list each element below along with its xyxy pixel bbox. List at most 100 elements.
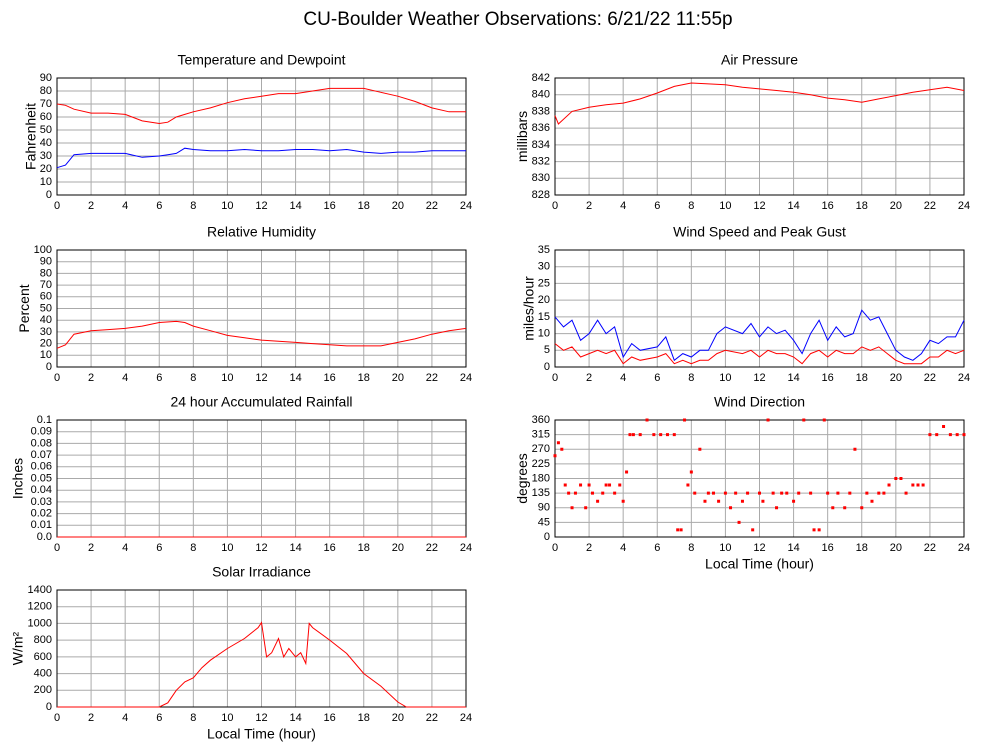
x-tick-label: 4 bbox=[122, 200, 128, 212]
x-tick-label: 14 bbox=[787, 542, 799, 554]
chart-title: Relative Humidity bbox=[207, 224, 316, 240]
data-point bbox=[638, 433, 642, 437]
data-point bbox=[775, 506, 779, 510]
data-point bbox=[608, 483, 612, 487]
data-point bbox=[935, 433, 939, 437]
chart-title: Wind Direction bbox=[714, 394, 805, 410]
x-tick-label: 22 bbox=[924, 542, 936, 554]
data-point bbox=[737, 520, 741, 524]
x-tick-label: 22 bbox=[426, 542, 438, 554]
x-tick-label: 10 bbox=[221, 542, 233, 554]
x-tick-label: 16 bbox=[822, 372, 834, 384]
x-tick-label: 0 bbox=[552, 200, 558, 212]
y-tick-label: 1200 bbox=[28, 601, 52, 613]
x-tick-label: 6 bbox=[654, 372, 660, 384]
x-tick-label: 2 bbox=[586, 200, 592, 212]
y-tick-label: 5 bbox=[544, 344, 550, 356]
x-tick-label: 18 bbox=[358, 372, 370, 384]
x-tick-label: 22 bbox=[426, 200, 438, 212]
data-point bbox=[652, 433, 656, 437]
x-tick-label: 0 bbox=[54, 372, 60, 384]
y-tick-label: 270 bbox=[532, 443, 550, 455]
y-tick-label: 60 bbox=[40, 291, 52, 303]
y-tick-label: 832 bbox=[532, 155, 550, 167]
x-tick-label: 14 bbox=[787, 200, 799, 212]
x-tick-label: 24 bbox=[958, 542, 970, 554]
y-tick-label: 30 bbox=[40, 150, 52, 162]
data-line bbox=[57, 621, 466, 708]
chart-title: Temperature and Dewpoint bbox=[177, 52, 345, 68]
x-tick-label: 24 bbox=[460, 542, 472, 554]
data-point bbox=[928, 433, 932, 437]
y-tick-label: 10 bbox=[538, 327, 550, 339]
x-tick-label: 2 bbox=[88, 372, 94, 384]
x-tick-label: 18 bbox=[358, 200, 370, 212]
data-point bbox=[560, 447, 564, 451]
data-point bbox=[780, 491, 784, 495]
data-point bbox=[948, 433, 952, 437]
y-tick-label: 315 bbox=[532, 429, 550, 441]
data-point bbox=[584, 506, 588, 510]
data-point bbox=[645, 418, 649, 422]
y-tick-label: 360 bbox=[532, 414, 550, 426]
y-tick-label: 0 bbox=[544, 531, 550, 543]
x-tick-label: 0 bbox=[552, 372, 558, 384]
y-tick-label: 10 bbox=[40, 349, 52, 361]
data-point bbox=[618, 483, 622, 487]
y-tick-label: 70 bbox=[40, 98, 52, 110]
y-tick-label: 838 bbox=[532, 105, 550, 117]
data-point bbox=[676, 528, 680, 532]
y-tick-label: 50 bbox=[40, 302, 52, 314]
plot-frame bbox=[554, 249, 965, 368]
data-point bbox=[625, 470, 629, 474]
data-point bbox=[613, 491, 617, 495]
data-point bbox=[665, 433, 669, 437]
plot-frame bbox=[554, 77, 965, 196]
x-tick-label: 12 bbox=[753, 372, 765, 384]
y-tick-label: 1000 bbox=[28, 617, 52, 629]
data-point bbox=[870, 499, 874, 503]
plot-frame bbox=[56, 249, 467, 368]
y-tick-label: 90 bbox=[538, 502, 550, 514]
x-tick-label: 22 bbox=[924, 372, 936, 384]
x-tick-label: 10 bbox=[221, 372, 233, 384]
x-tick-label: 20 bbox=[890, 200, 902, 212]
y-tick-label: 842 bbox=[532, 72, 550, 84]
x-tick-label: 16 bbox=[324, 712, 336, 724]
y-tick-label: 180 bbox=[532, 472, 550, 484]
y-tick-label: 0.0 bbox=[37, 531, 52, 543]
data-point bbox=[809, 491, 813, 495]
data-point bbox=[766, 418, 770, 422]
x-tick-label: 20 bbox=[392, 200, 404, 212]
x-tick-label: 4 bbox=[620, 200, 626, 212]
y-tick-label: 0.1 bbox=[37, 414, 52, 426]
chart-title: Air Pressure bbox=[721, 52, 798, 68]
x-tick-label: 18 bbox=[856, 542, 868, 554]
data-point bbox=[792, 499, 796, 503]
y-tick-label: 80 bbox=[40, 267, 52, 279]
data-point bbox=[717, 499, 721, 503]
data-line bbox=[56, 147, 466, 169]
y-tick-label: 90 bbox=[40, 256, 52, 268]
data-point bbox=[711, 491, 715, 495]
y-tick-label: 50 bbox=[40, 124, 52, 136]
data-point bbox=[843, 506, 847, 510]
x-tick-label: 6 bbox=[156, 542, 162, 554]
x-axis-label: Local Time (hour) bbox=[207, 726, 316, 742]
x-tick-label: 8 bbox=[190, 372, 196, 384]
data-line bbox=[554, 343, 965, 365]
data-point bbox=[604, 483, 608, 487]
data-point bbox=[553, 454, 557, 458]
y-tick-label: 15 bbox=[538, 311, 550, 323]
x-tick-label: 20 bbox=[392, 372, 404, 384]
x-tick-label: 18 bbox=[856, 372, 868, 384]
y-tick-label: 400 bbox=[34, 667, 52, 679]
x-tick-label: 16 bbox=[324, 200, 336, 212]
data-point bbox=[579, 483, 583, 487]
x-tick-label: 4 bbox=[620, 372, 626, 384]
x-tick-label: 12 bbox=[255, 200, 267, 212]
x-tick-label: 6 bbox=[654, 542, 660, 554]
x-tick-label: 14 bbox=[289, 372, 301, 384]
y-tick-label: 200 bbox=[34, 684, 52, 696]
x-tick-label: 4 bbox=[620, 542, 626, 554]
